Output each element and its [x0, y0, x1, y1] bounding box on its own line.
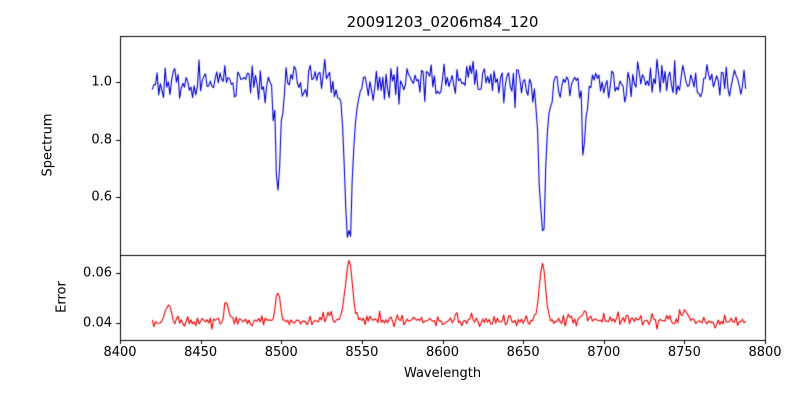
chart-title: 20091203_0206m84_120 — [346, 13, 539, 31]
y-axis-label-error: Error — [54, 281, 70, 313]
y-tick-label: 0.6 — [91, 189, 112, 205]
x-tick-label: 8400 — [103, 345, 137, 360]
x-tick-label: 8650 — [506, 345, 540, 360]
x-tick-label: 8550 — [345, 345, 379, 360]
y-tick-label: 0.04 — [83, 315, 112, 330]
y-axis-label-spectrum: Spectrum — [40, 113, 56, 177]
y-tick-label: 0.8 — [91, 132, 112, 148]
x-axis-label: Wavelength — [403, 366, 482, 381]
x-tick-label: 8700 — [587, 345, 621, 360]
y-tick-label: 1.0 — [91, 74, 112, 90]
y-tick-label: 0.06 — [83, 265, 112, 280]
x-tick-label: 8600 — [425, 345, 460, 360]
x-tick-label: 8500 — [264, 345, 298, 360]
x-tick-label: 8800 — [748, 345, 782, 360]
x-tick-label: 8450 — [184, 345, 218, 360]
x-tick-label: 8750 — [667, 345, 701, 360]
